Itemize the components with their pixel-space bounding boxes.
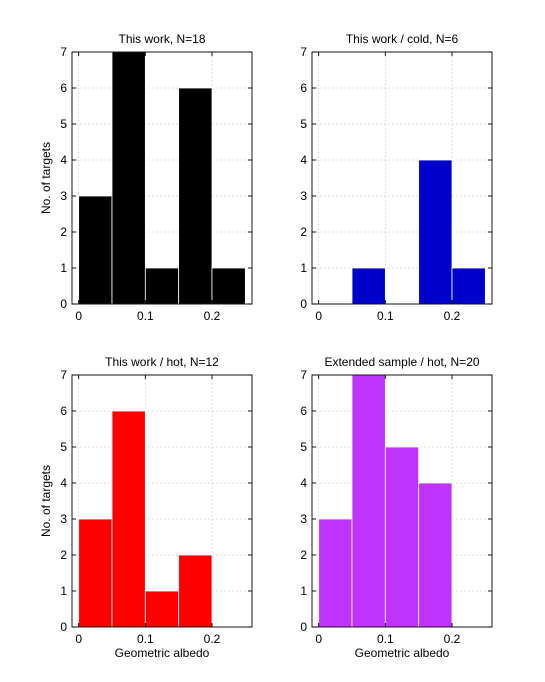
- y-tick-label: 1: [300, 261, 307, 275]
- y-tick-label: 5: [300, 117, 307, 131]
- x-tick-label: 0: [315, 309, 322, 323]
- y-tick-label: 1: [60, 584, 67, 598]
- y-tick-label: 2: [300, 225, 307, 239]
- y-tick-label: 4: [60, 153, 67, 167]
- histogram-bar: [78, 195, 113, 305]
- y-tick-label: 7: [60, 45, 67, 59]
- x-tick-label: 0.2: [204, 309, 221, 323]
- y-tick-label: 1: [60, 261, 67, 275]
- histogram-panel-3: 0 0.1 0.2 0 1 2 3 4 5 6 7 This work / hot, N=12 Geom…: [39, 355, 253, 660]
- y-tick-label: 7: [300, 45, 307, 59]
- panel-title: This work / hot, N=12: [105, 355, 219, 369]
- y-tick-label: 5: [300, 440, 307, 454]
- x-tick-label: 0.2: [204, 632, 221, 646]
- y-tick-label: 7: [300, 368, 307, 382]
- histogram-bar: [351, 374, 386, 628]
- plot-frame: [311, 51, 493, 305]
- y-tick-label: 6: [300, 81, 307, 95]
- x-tick-label: 0.2: [444, 632, 461, 646]
- histogram-bar: [418, 159, 453, 305]
- panel-title: Extended sample / hot, N=20: [324, 355, 479, 369]
- histogram-bar: [211, 267, 246, 305]
- y-tick-label: 4: [300, 153, 307, 167]
- x-tick-label: 0.1: [137, 632, 154, 646]
- y-tick-label: 5: [60, 440, 67, 454]
- histogram-panel-4: 0 0.1 0.2 0 1 2 3 4 5 6 7 Extended sample / hot, N=…: [300, 355, 493, 660]
- y-tick-label: 0: [60, 620, 67, 634]
- y-tick-label: 3: [60, 189, 67, 203]
- y-tick-label: 3: [60, 512, 67, 526]
- histogram-bar: [384, 446, 420, 628]
- y-axis-label: No. of targets: [39, 142, 53, 214]
- y-tick-label: 4: [300, 476, 307, 490]
- plot-frame: [71, 51, 253, 305]
- y-tick-label: 6: [60, 404, 67, 418]
- x-tick-label: 0: [75, 632, 82, 646]
- y-tick-label: 3: [300, 512, 307, 526]
- y-tick-label: 4: [60, 476, 67, 490]
- y-tick-label: 2: [60, 225, 67, 239]
- y-tick-label: 0: [60, 297, 67, 311]
- y-tick-label: 6: [60, 81, 67, 95]
- histogram-bar: [111, 51, 146, 305]
- y-tick-label: 7: [60, 368, 67, 382]
- plot-frame: [311, 374, 493, 628]
- x-tick-label: 0: [315, 632, 322, 646]
- histogram-bar: [178, 87, 213, 305]
- y-tick-label: 1: [300, 584, 307, 598]
- x-tick-label: 0.1: [137, 309, 154, 323]
- x-axis-label: Geometric albedo: [115, 646, 210, 660]
- histogram-panel-1: 0 0.1 0.2 0 1 2 3 4 5 6 7 This work, N=18 No. of tar…: [39, 32, 253, 323]
- y-tick-label: 2: [60, 548, 67, 562]
- y-tick-label: 6: [300, 404, 307, 418]
- y-tick-label: 0: [300, 297, 307, 311]
- histogram-bar: [418, 482, 453, 628]
- histogram-bar: [111, 410, 146, 628]
- x-axis-label: Geometric albedo: [355, 646, 450, 660]
- histogram-bar: [144, 590, 180, 628]
- y-axis-label: No. of targets: [39, 465, 53, 537]
- y-tick-label: 2: [300, 548, 307, 562]
- histogram-bar: [318, 518, 353, 628]
- histogram-panel-2: 0 0.1 0.2 0 1 2 3 4 5 6 7 This work / cold, N=6: [300, 32, 493, 323]
- x-tick-label: 0.1: [377, 632, 394, 646]
- histogram-bar: [78, 518, 113, 628]
- x-tick-label: 0.1: [377, 309, 394, 323]
- plot-frame: [71, 374, 253, 628]
- histogram-bar: [178, 554, 213, 628]
- histogram-bar: [351, 267, 386, 305]
- y-tick-label: 5: [60, 117, 67, 131]
- x-tick-label: 0.2: [444, 309, 461, 323]
- panel-title: This work, N=18: [118, 32, 205, 46]
- panel-title: This work / cold, N=6: [346, 32, 459, 46]
- x-tick-label: 0: [75, 309, 82, 323]
- y-tick-label: 3: [300, 189, 307, 203]
- histogram-bar: [451, 267, 486, 305]
- histogram-bar: [144, 267, 180, 305]
- y-tick-label: 0: [300, 620, 307, 634]
